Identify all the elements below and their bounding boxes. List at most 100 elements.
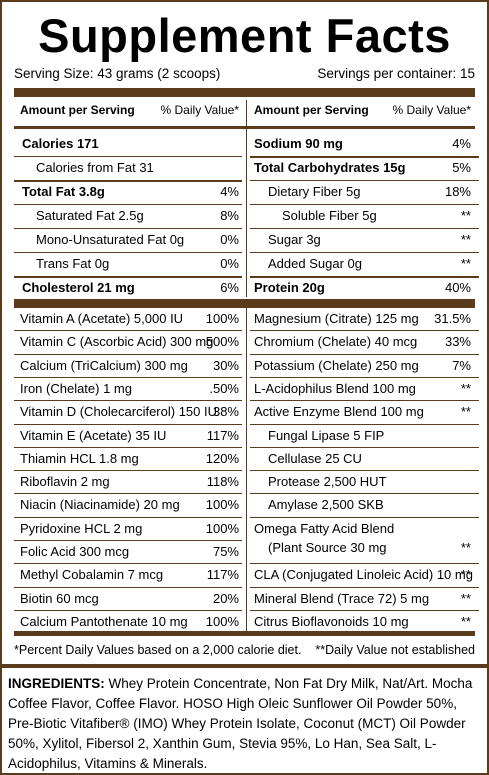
serving-size: Serving Size: 43 grams (2 scoops) xyxy=(14,66,221,81)
daily-value: 5% xyxy=(452,160,471,175)
left-dv-header: % Daily Value* xyxy=(160,103,239,117)
nutrient-line: Pyridoxine HCL 2 mg xyxy=(20,520,143,536)
nutrient-amount: 0g xyxy=(347,256,362,271)
nutrient-line: Iron (Chelate) 1 mg xyxy=(20,380,132,396)
ingredients-list: INGREDIENTS: Whey Protein Concentrate, N… xyxy=(8,674,481,774)
daily-value: ** xyxy=(460,404,471,420)
daily-value: 18% xyxy=(444,184,471,199)
row-divider xyxy=(250,204,479,205)
nutrient-line: Thiamin HCL 1.8 mg xyxy=(20,450,139,466)
nutrient-amount: 5g xyxy=(362,208,377,223)
daily-value: ** xyxy=(460,590,471,606)
row-divider xyxy=(250,563,479,565)
row-divider xyxy=(250,252,479,253)
nutrient-name: Mono-Unsaturated Fat 0g xyxy=(36,232,185,247)
nutrient-line: Mineral Blend (Trace 72) 5 mg xyxy=(254,590,430,606)
daily-value: 33% xyxy=(444,334,471,350)
row-divider xyxy=(14,446,242,448)
footnote-no-dv: **Daily Value not established xyxy=(315,643,475,657)
daily-value: 30% xyxy=(212,357,239,373)
daily-value: .50% xyxy=(209,380,239,396)
nutrient-line: Omega Fatty Acid Blend xyxy=(254,520,395,536)
nutrient-line: Chromium (Chelate) 40 mcg xyxy=(254,334,418,350)
row-divider xyxy=(14,609,242,611)
row-divider xyxy=(14,228,242,229)
nutrient-line: Vitamin D (Cholecarciferol) 150 IU xyxy=(20,404,217,420)
bottom-divider xyxy=(14,631,475,636)
row-divider xyxy=(250,516,479,518)
nutrient-name: Trans Fat 0g xyxy=(36,256,110,271)
daily-value: 120% xyxy=(205,450,239,466)
daily-value: ** xyxy=(460,256,471,271)
daily-value: 75% xyxy=(212,544,239,559)
row-divider xyxy=(14,493,242,495)
serving-info: Serving Size: 43 grams (2 scoops) Servin… xyxy=(14,66,475,86)
row-divider xyxy=(250,180,479,181)
nutrient-name: Sugar 3g xyxy=(268,232,321,247)
servings-per-container: Servings per container: 15 xyxy=(317,66,475,81)
nutrient-amount: 15g xyxy=(383,160,406,175)
row-divider xyxy=(250,228,479,229)
nutrient-line: CLA (Conjugated Linoleic Acid) 10 mg xyxy=(254,567,473,583)
daily-value: 8% xyxy=(220,208,239,223)
row-divider xyxy=(14,330,242,332)
nutrient-name: Soluble Fiber 5g xyxy=(282,208,377,223)
row-divider xyxy=(250,423,479,425)
row-divider xyxy=(14,180,242,182)
row-divider xyxy=(250,376,479,378)
daily-value: 100% xyxy=(205,311,239,326)
nutrient-name: Cholesterol 21 mg xyxy=(22,280,135,295)
row-divider xyxy=(14,423,242,425)
nutrient-name: Saturated Fat 2.5g xyxy=(36,208,144,223)
nutrient-amount: 20g xyxy=(302,280,325,295)
right-amount-header: Amount per Serving xyxy=(254,103,369,117)
daily-value: 100% xyxy=(205,520,239,536)
nutrient-amount: 2.5g xyxy=(118,208,144,223)
daily-value: 31.5% xyxy=(434,311,471,326)
panel-title: Supplement Facts xyxy=(38,9,451,62)
daily-value: 4% xyxy=(452,136,471,151)
row-divider xyxy=(250,609,479,611)
nutrient-line: Amylase 2,500 SKB xyxy=(268,497,384,513)
thick-divider xyxy=(14,88,475,97)
daily-value: 6% xyxy=(220,280,239,295)
daily-value: 118% xyxy=(206,474,239,490)
nutrient-line: Biotin 60 mcg xyxy=(20,590,99,606)
daily-value: 117% xyxy=(206,427,239,443)
row-divider xyxy=(14,252,242,253)
nutrient-amount: 90 mg xyxy=(305,136,343,151)
nutrient-name: Calories 171 xyxy=(22,136,99,151)
row-divider xyxy=(14,586,242,588)
nutrient-name: Dietary Fiber 5g xyxy=(268,184,361,199)
ingredients-text: Whey Protein Concentrate, Non Fat Dry Mi… xyxy=(8,676,473,771)
nutrient-line: Folic Acid 300 mcg xyxy=(20,544,130,559)
daily-value: ** xyxy=(460,232,471,247)
daily-value: ** xyxy=(460,208,471,223)
row-divider xyxy=(250,400,479,402)
nutrient-name: Total Carbohydrates 15g xyxy=(254,160,406,175)
daily-value: 40% xyxy=(444,280,471,295)
row-divider xyxy=(250,586,479,588)
header-divider xyxy=(14,126,475,129)
nutrient-line: Protease 2,500 HUT xyxy=(268,474,387,490)
row-divider xyxy=(250,493,479,495)
footnote: *Percent Daily Values based on a 2,000 c… xyxy=(14,638,475,662)
nutrient-line: Citrus Bioflavonoids 10 mg xyxy=(254,613,409,629)
row-divider xyxy=(14,353,242,355)
daily-value: 0% xyxy=(220,232,239,247)
row-divider xyxy=(14,516,242,518)
nutrient-name: Calories from Fat 31 xyxy=(36,160,154,175)
daily-value: ** xyxy=(460,613,471,629)
nutrient-line: Vitamin A (Acetate) 5,000 IU xyxy=(20,311,184,326)
nutrient-amount: 0g xyxy=(169,232,185,247)
daily-value: 0% xyxy=(220,256,239,271)
nutrient-line: Active Enzyme Blend 100 mg xyxy=(254,404,424,420)
row-divider xyxy=(250,470,479,472)
nutrient-line: L-Acidophilus Blend 100 mg xyxy=(254,380,416,396)
daily-value: 38% xyxy=(212,404,239,420)
column-divider xyxy=(246,100,247,297)
row-divider xyxy=(14,276,242,278)
row-divider xyxy=(250,353,479,355)
row-divider xyxy=(14,376,242,378)
